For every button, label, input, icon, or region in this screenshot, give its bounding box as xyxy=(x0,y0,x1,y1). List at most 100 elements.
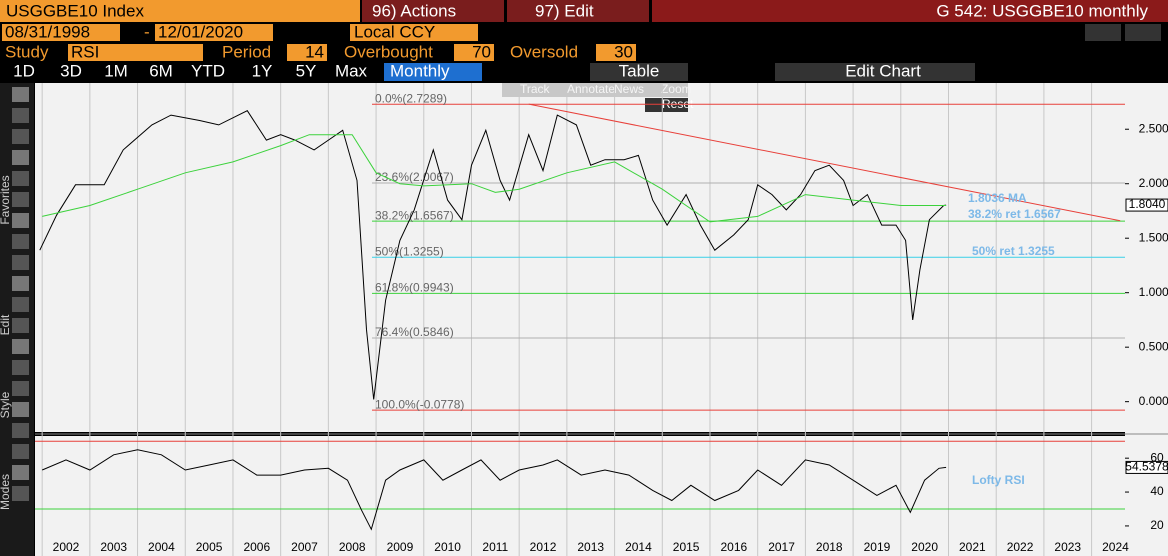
mini-button[interactable]: Zoom xyxy=(661,82,692,96)
frequency-box[interactable] xyxy=(384,63,482,81)
annotation: 50% ret 1.3255 xyxy=(972,244,1055,258)
x-tick-label: 2012 xyxy=(530,540,557,554)
x-axis-panel xyxy=(35,530,1125,556)
frequency: Monthly xyxy=(390,61,450,80)
tool-icon[interactable] xyxy=(12,381,29,396)
fib-label: 50%(1.3255) xyxy=(375,244,444,258)
edit-chart-button[interactable] xyxy=(775,63,975,81)
end-date-box[interactable] xyxy=(155,24,273,41)
x-tick-label: 2019 xyxy=(864,540,891,554)
fib-label: 100.0%(-0.0778) xyxy=(375,397,464,411)
start-date-box[interactable] xyxy=(2,24,120,41)
tool-icon[interactable] xyxy=(12,87,29,102)
period-label: Period xyxy=(222,42,271,61)
tool-icon[interactable] xyxy=(12,402,29,417)
range-button[interactable]: 6M xyxy=(149,61,173,80)
start-date: 08/31/1998 xyxy=(5,22,90,41)
y-tick-label: 40 xyxy=(1150,484,1164,498)
study-name: RSI xyxy=(71,42,99,61)
edit-chart: Edit Chart xyxy=(845,61,921,80)
x-tick-label: 2004 xyxy=(148,540,175,554)
ticker: USGGBE10 Index xyxy=(6,1,144,20)
tool-icon[interactable] xyxy=(12,423,29,438)
tool-icon[interactable] xyxy=(12,297,29,312)
study-box[interactable] xyxy=(68,44,203,61)
tool-icon[interactable] xyxy=(12,213,29,228)
chart-name: G 542: USGGBE10 monthly xyxy=(936,1,1148,20)
overbought: 70 xyxy=(472,42,491,61)
y-axis-panel xyxy=(1125,83,1168,556)
oversold: 30 xyxy=(614,42,633,61)
tool-icon[interactable] xyxy=(12,171,29,186)
tool-icon[interactable] xyxy=(12,150,29,165)
fib-label: 0.0%(2.7289) xyxy=(375,91,447,105)
redo-button[interactable] xyxy=(1125,24,1161,41)
dash: - xyxy=(144,22,150,41)
range-button[interactable]: 1Y xyxy=(252,61,273,80)
range-button[interactable]: YTD xyxy=(191,61,225,80)
tool-icon[interactable] xyxy=(12,444,29,459)
period-box[interactable] xyxy=(287,44,327,61)
fib-label: 61.8%(0.9943) xyxy=(375,280,454,294)
oversold-box[interactable] xyxy=(596,44,636,61)
tool-icon[interactable] xyxy=(12,129,29,144)
range-button[interactable]: 5Y xyxy=(296,61,317,80)
reset-button[interactable] xyxy=(645,98,688,112)
tool-icon[interactable] xyxy=(12,234,29,249)
x-tick-label: 2022 xyxy=(1007,540,1034,554)
tool-icon[interactable] xyxy=(12,465,29,480)
range-button[interactable]: 1D xyxy=(13,61,35,80)
mini-button[interactable]: Track xyxy=(520,82,551,96)
currency-box[interactable] xyxy=(350,24,478,41)
annotation: 1.8036 MA xyxy=(968,191,1027,205)
x-tick-label: 2011 xyxy=(482,540,508,554)
end-date: 12/01/2020 xyxy=(158,22,243,41)
actions: 96) Actions xyxy=(372,1,456,20)
table-button[interactable] xyxy=(590,63,688,81)
x-tick-label: 2006 xyxy=(243,540,270,554)
undo-button[interactable] xyxy=(1085,24,1121,41)
range-button[interactable]: 3D xyxy=(60,61,82,80)
mini-button[interactable]: Annotate xyxy=(567,82,615,96)
fib-label: 38.2%(1.6567) xyxy=(375,208,454,222)
tool-icon[interactable] xyxy=(12,339,29,354)
annotation: Lofty RSI xyxy=(972,473,1025,487)
rsi-panel xyxy=(35,436,1125,530)
tool-icon[interactable] xyxy=(12,108,29,123)
edit-button[interactable] xyxy=(507,0,649,22)
last-value-tag xyxy=(1125,460,1168,474)
tool-icon[interactable] xyxy=(12,192,29,207)
overbought-box[interactable] xyxy=(454,44,494,61)
x-tick-label: 2008 xyxy=(339,540,366,554)
y-tick-label: 60 xyxy=(1150,450,1164,464)
tool-icon[interactable] xyxy=(12,255,29,270)
trend-line xyxy=(528,103,1121,222)
overbought-label: Overbought xyxy=(344,42,433,61)
study-label: Study xyxy=(5,42,49,61)
x-tick-label: 2024 xyxy=(1102,540,1129,554)
price-line xyxy=(42,134,947,223)
x-tick-label: 2023 xyxy=(1054,540,1081,554)
x-tick-label: 2014 xyxy=(625,540,652,554)
annotation: 38.2% ret 1.6567 xyxy=(968,207,1061,221)
x-tick-label: 2003 xyxy=(100,540,127,554)
x-tick-label: 2005 xyxy=(196,540,223,554)
x-tick-label: 2013 xyxy=(577,540,604,554)
ticker-box[interactable] xyxy=(0,0,360,22)
tool-icon[interactable] xyxy=(12,276,29,291)
actions-button[interactable] xyxy=(362,0,504,22)
tool-icon[interactable] xyxy=(12,318,29,333)
period: 14 xyxy=(305,42,324,61)
range-button[interactable]: Max xyxy=(335,61,368,80)
price-line xyxy=(39,110,947,400)
edit: 97) Edit xyxy=(535,1,594,20)
last-value: 1.8040 xyxy=(1129,197,1166,211)
range-button[interactable]: 1M xyxy=(104,61,128,80)
mini-button[interactable]: News xyxy=(614,82,644,96)
x-tick-label: 2016 xyxy=(720,540,747,554)
tool-icon[interactable] xyxy=(12,360,29,375)
tool-icon[interactable] xyxy=(12,486,29,501)
